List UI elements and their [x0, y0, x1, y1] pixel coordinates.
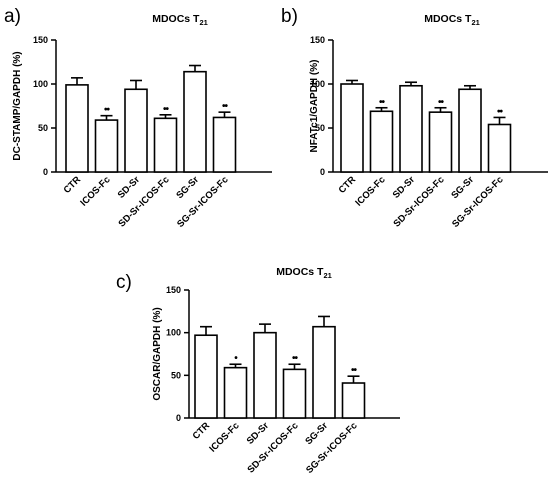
chart-title: MDOCs T21 [276, 266, 332, 280]
y-tick-label: 150 [310, 35, 325, 45]
bar [65, 84, 89, 173]
bar [428, 111, 453, 173]
bar [282, 368, 307, 419]
y-axis-label: OSCAR/GAPDH (%) [152, 307, 163, 400]
x-tick-label: SG-Sr-ICOS-Fc [450, 174, 506, 230]
significance-marker: •• [104, 105, 111, 116]
bar [212, 116, 237, 173]
bar [94, 119, 119, 173]
x-tick-label: SG-Sr [449, 174, 476, 201]
chart-title-main: MDOCs T [152, 13, 200, 25]
significance-marker: •• [292, 353, 299, 364]
y-tick-label: 50 [315, 123, 325, 133]
panel-letter: c) [116, 272, 132, 293]
y-tick-label: 150 [33, 35, 48, 45]
x-tick-label: CTR [191, 420, 213, 442]
bar [312, 325, 336, 419]
bar [341, 382, 366, 419]
bar [340, 83, 364, 173]
x-tick-label: ICOS-Fc [78, 174, 112, 208]
significance-marker: •• [163, 104, 170, 115]
bar [487, 123, 512, 173]
significance-marker: •• [351, 365, 358, 376]
significance-marker: •• [438, 97, 445, 108]
x-tick-label: ICOS-Fc [207, 420, 241, 454]
bar [458, 88, 482, 173]
y-tick-label: 0 [43, 167, 48, 177]
bar [183, 70, 207, 173]
bar [153, 117, 178, 173]
significance-marker: • [234, 353, 238, 364]
significance-marker: •• [497, 106, 504, 117]
y-tick-label: 150 [166, 285, 181, 295]
bar [399, 84, 423, 173]
x-tick-label: SG-Sr [303, 420, 330, 447]
x-tick-label: CTR [337, 174, 359, 196]
significance-marker: •• [222, 101, 229, 112]
chart-title-main: MDOCs T [424, 13, 472, 25]
y-tick-label: 0 [176, 413, 181, 423]
chart-title-subscript: 21 [471, 18, 479, 27]
bar [253, 331, 277, 419]
bar [223, 366, 248, 419]
x-tick-label: CTR [62, 174, 84, 196]
x-tick-label: ICOS-Fc [353, 174, 387, 208]
chart-title: MDOCs T21 [152, 13, 208, 27]
panel-letter: a) [4, 6, 21, 27]
bar [124, 88, 148, 173]
y-axis-label: DC-STAMP/GAPDH (%) [12, 51, 23, 160]
y-tick-label: 100 [33, 79, 48, 89]
y-tick-label: 50 [38, 123, 48, 133]
significance-marker: •• [379, 97, 386, 108]
x-tick-label: SG-Sr-ICOS-Fc [175, 174, 231, 230]
bar [369, 110, 394, 173]
chart-title-main: MDOCs T [276, 266, 324, 278]
y-tick-label: 50 [171, 370, 181, 380]
y-axis-label: NFATc1/GAPDH (%) [309, 60, 320, 153]
y-tick-label: 100 [166, 328, 181, 338]
chart-title-subscript: 21 [323, 271, 331, 280]
chart-title-subscript: 21 [199, 18, 207, 27]
x-tick-label: SD-Sr [391, 174, 418, 201]
chart-title: MDOCs T21 [424, 13, 480, 27]
panel-letter: b) [281, 6, 298, 27]
y-tick-label: 100 [310, 79, 325, 89]
x-tick-label: SD-Sr [116, 174, 143, 201]
x-tick-label: SD-Sr [245, 420, 272, 447]
y-tick-label: 0 [320, 167, 325, 177]
x-tick-label: SG-Sr [174, 174, 201, 201]
bar [194, 334, 218, 419]
x-tick-label: SG-Sr-ICOS-Fc [304, 420, 360, 476]
